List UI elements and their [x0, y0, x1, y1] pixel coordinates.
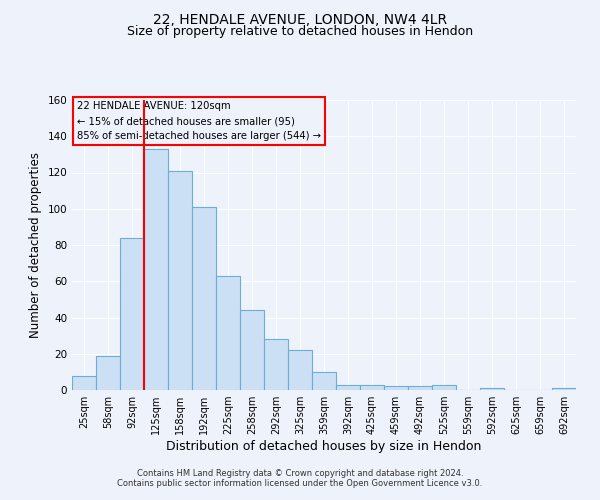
Text: 22, HENDALE AVENUE, LONDON, NW4 4LR: 22, HENDALE AVENUE, LONDON, NW4 4LR	[153, 12, 447, 26]
Bar	[96, 356, 120, 390]
Text: Contains public sector information licensed under the Open Government Licence v3: Contains public sector information licen…	[118, 478, 482, 488]
Bar	[192, 207, 216, 390]
Bar	[384, 386, 408, 390]
Bar	[288, 350, 312, 390]
X-axis label: Distribution of detached houses by size in Hendon: Distribution of detached houses by size …	[166, 440, 482, 453]
Text: Size of property relative to detached houses in Hendon: Size of property relative to detached ho…	[127, 25, 473, 38]
Bar	[360, 384, 384, 390]
Bar	[480, 388, 504, 390]
Bar	[408, 386, 432, 390]
Bar	[336, 384, 360, 390]
Bar	[312, 372, 336, 390]
Bar	[240, 310, 264, 390]
Bar	[144, 149, 168, 390]
Bar	[120, 238, 144, 390]
Bar	[552, 388, 576, 390]
Text: 22 HENDALE AVENUE: 120sqm
← 15% of detached houses are smaller (95)
85% of semi-: 22 HENDALE AVENUE: 120sqm ← 15% of detac…	[77, 102, 321, 141]
Bar	[264, 339, 288, 390]
Text: Contains HM Land Registry data © Crown copyright and database right 2024.: Contains HM Land Registry data © Crown c…	[137, 468, 463, 477]
Y-axis label: Number of detached properties: Number of detached properties	[29, 152, 42, 338]
Bar	[216, 276, 240, 390]
Bar	[432, 384, 456, 390]
Bar	[72, 376, 96, 390]
Bar	[168, 170, 192, 390]
